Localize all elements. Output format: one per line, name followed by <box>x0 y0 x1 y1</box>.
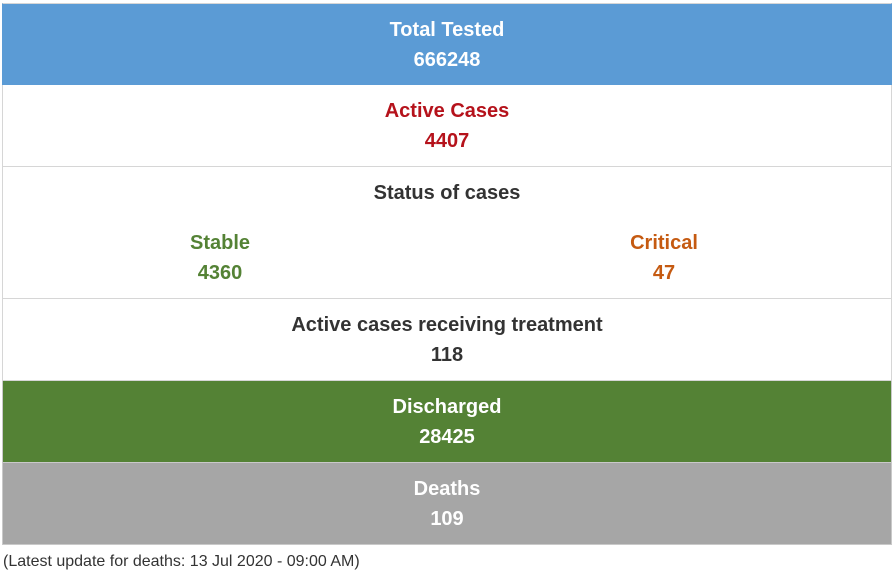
covid-stats-board: Total Tested 666248 Active Cases 4407 St… <box>2 3 892 545</box>
stable-value: 4360 <box>197 262 243 284</box>
stable-label: Stable <box>189 232 251 254</box>
total-tested-value: 666248 <box>413 49 481 71</box>
total-tested-panel: Total Tested 666248 <box>2 3 892 85</box>
discharged-value: 28425 <box>419 426 475 448</box>
receiving-treatment-label: Active cases receiving treatment <box>291 314 603 336</box>
deaths-panel: Deaths 109 <box>2 463 892 545</box>
discharged-panel: Discharged 28425 <box>2 381 892 463</box>
critical-value: 47 <box>652 262 676 284</box>
status-of-cases-title: Status of cases <box>373 182 521 204</box>
status-breakdown: Stable 4360 Critical 47 <box>3 228 891 288</box>
receiving-treatment-panel: Active cases receiving treatment 118 <box>2 299 892 381</box>
active-cases-value: 4407 <box>424 130 470 152</box>
deaths-update-footnote: (Latest update for deaths: 13 Jul 2020 -… <box>3 553 360 570</box>
discharged-label: Discharged <box>392 396 502 418</box>
active-cases-panel: Active Cases 4407 <box>2 85 892 167</box>
total-tested-label: Total Tested <box>389 19 505 41</box>
stable-group: Stable 4360 <box>120 228 320 288</box>
receiving-treatment-value: 118 <box>430 344 464 366</box>
deaths-value: 109 <box>430 508 464 530</box>
active-cases-label: Active Cases <box>384 100 510 122</box>
status-of-cases-panel: Status of cases Stable 4360 Critical 47 <box>2 167 892 299</box>
deaths-label: Deaths <box>413 478 481 500</box>
critical-group: Critical 47 <box>564 228 764 288</box>
critical-label: Critical <box>630 232 698 254</box>
